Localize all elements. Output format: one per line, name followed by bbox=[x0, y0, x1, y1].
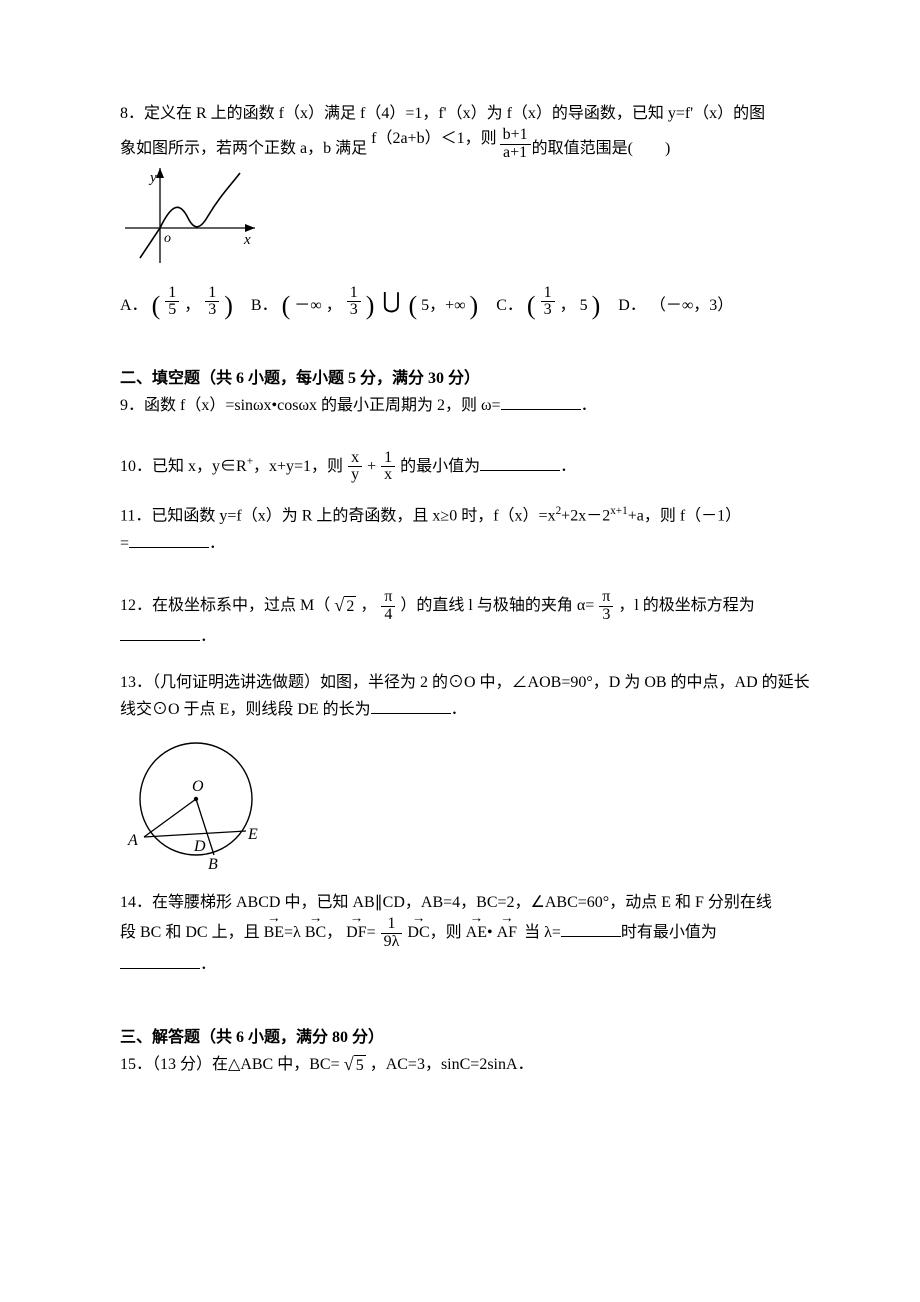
q10-number: 10 bbox=[120, 458, 136, 475]
q13-number: 13 bbox=[120, 674, 136, 691]
question-12: 12．在极坐标系中，过点 M（ √2 ， π4 ）的直线 l 与极轴的夹角 α=… bbox=[120, 589, 820, 651]
vector-DF: DF bbox=[346, 916, 366, 950]
q8-option-c: C． ( 13 ， 5 ) bbox=[496, 285, 600, 320]
svg-text:D: D bbox=[193, 838, 206, 855]
q15-number: 15 bbox=[120, 1056, 136, 1073]
svg-text:B: B bbox=[208, 856, 218, 871]
svg-text:A: A bbox=[127, 832, 138, 849]
blank-fill bbox=[120, 624, 200, 641]
q12-frac2: π3 bbox=[599, 589, 613, 624]
svg-text:o: o bbox=[164, 231, 171, 246]
question-13: 13．（几何证明选讲选做题）如图，半径为 2 的⊙O 中，∠AOB=90°，D … bbox=[120, 669, 820, 871]
svg-text:x: x bbox=[243, 232, 251, 248]
question-11: 11．已知函数 y=f（x）为 R 上的奇函数，且 x≥0 时，f（x）=x2+… bbox=[120, 502, 820, 557]
q10-frac2: 1x bbox=[381, 450, 395, 485]
blank-fill bbox=[371, 697, 451, 714]
question-9: 9．函数 f（x）=sinωx•cosωx 的最小正周期为 2，则 ω=． bbox=[120, 392, 820, 419]
q8-option-d: D． （－∞，3） bbox=[618, 292, 733, 319]
question-14: 14．在等腰梯形 ABCD 中，已知 AB∥CD，AB=4，BC=2，∠ABC=… bbox=[120, 889, 820, 978]
q14-fraction: 19λ bbox=[381, 916, 403, 951]
blank-fill bbox=[561, 920, 621, 937]
section-3-title: 三、解答题（共 6 小题，满分 80 分） bbox=[120, 1024, 820, 1051]
q13-figure: O A B D E bbox=[120, 729, 820, 871]
q8-condition: f（2a+b）＜1，则 bbox=[371, 125, 496, 152]
question-10: 10．已知 x，y∈R+，x+y=1，则 xy + 1x 的最小值为． bbox=[120, 450, 820, 485]
q12-number: 12 bbox=[120, 597, 136, 614]
svg-text:O: O bbox=[192, 778, 204, 795]
sqrt-icon: √2 bbox=[334, 596, 356, 616]
q8-option-a: A． ( 15 ， 13 ) bbox=[120, 285, 233, 320]
derivative-graph-icon: y o x bbox=[120, 168, 260, 278]
blank-fill bbox=[120, 952, 200, 969]
q9-number: 9 bbox=[120, 397, 128, 414]
blank-fill bbox=[501, 393, 581, 410]
q12-frac1: π4 bbox=[381, 589, 395, 624]
blank-fill bbox=[129, 531, 209, 548]
vector-BE: BE bbox=[264, 916, 284, 950]
q8-option-b: B． ( －∞ ， 13 ) ⋃ ( 5，+∞ ) bbox=[251, 282, 478, 319]
question-15: 15．（13 分）在△ABC 中，BC= √5 ，AC=3，sinC=2sinA… bbox=[120, 1051, 820, 1078]
q8-line2: 象如图所示，若两个正数 a，b 满足 f（2a+b）＜1，则 b+1 a+1 的… bbox=[120, 127, 820, 162]
vector-BC: BC bbox=[305, 916, 326, 950]
q8-number: 8 bbox=[120, 105, 128, 122]
blank-fill bbox=[480, 454, 560, 471]
q8-graph: y o x bbox=[120, 168, 820, 278]
sqrt-icon: √5 bbox=[344, 1055, 366, 1075]
q8-fraction: b+1 a+1 bbox=[500, 127, 531, 162]
vector-AE: AE bbox=[466, 916, 487, 950]
question-8: 8．定义在 R 上的函数 f（x）满足 f（4）=1，f'（x）为 f（x）的导… bbox=[120, 100, 820, 319]
q11-number: 11 bbox=[120, 507, 135, 524]
section-2-title: 二、填空题（共 6 小题，每小题 5 分，满分 30 分） bbox=[120, 365, 820, 392]
vector-DC: DC bbox=[407, 916, 429, 950]
q8-line1: 8．定义在 R 上的函数 f（x）满足 f（4）=1，f'（x）为 f（x）的导… bbox=[120, 100, 820, 127]
svg-text:E: E bbox=[247, 826, 258, 843]
circle-geometry-icon: O A B D E bbox=[120, 729, 270, 871]
q10-frac1: xy bbox=[348, 450, 362, 485]
q14-number: 14 bbox=[120, 894, 136, 911]
vector-AF: AF bbox=[497, 916, 517, 950]
q8-options: A． ( 15 ， 13 ) B． ( －∞ ， 13 ) ⋃ ( 5，+∞ )… bbox=[120, 282, 820, 319]
svg-text:y: y bbox=[148, 170, 157, 186]
